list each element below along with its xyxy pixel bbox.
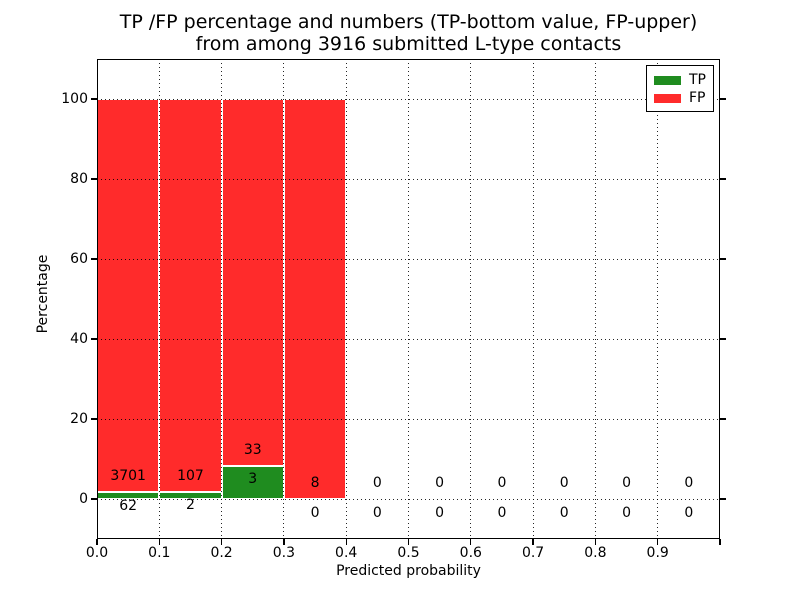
- gridline-x-0.1: [158, 59, 160, 539]
- bar-number-labels-layer: 3701 62 107 2 33 3 8 0 0 0 0 0 0 0 0 0 0 0 0 0: [97, 59, 720, 539]
- y-axis-label: Percentage: [35, 254, 51, 334]
- x-tick-label-0.5: 0.5: [397, 545, 420, 561]
- x-tick-0.9: [657, 539, 659, 546]
- fp-count-label-bin8: 0: [622, 475, 632, 491]
- legend-label-tp: TP: [689, 72, 706, 88]
- y-tick-label-100: 100: [61, 91, 88, 107]
- x-tick-0.4: [345, 539, 347, 546]
- bar-fp-bin0: [97, 99, 160, 493]
- x-tick-label-0.3: 0.3: [272, 545, 296, 561]
- x-tick-label-0.7: 0.7: [521, 545, 545, 561]
- gridline-x-0.3: [283, 59, 285, 539]
- bar-fp-bin1: [159, 99, 222, 492]
- x-tick-0.5: [407, 539, 410, 546]
- legend-label-fp: FP: [689, 90, 706, 106]
- legend-swatch-fp: [654, 93, 681, 103]
- bars-layer: [97, 59, 720, 539]
- legend: TP FP: [646, 65, 714, 112]
- tick-marks-layer: [90, 59, 727, 546]
- y-tick-left-60: [90, 258, 97, 260]
- gridline-x-0.9: [657, 59, 659, 539]
- y-tick-right-100: [720, 98, 727, 100]
- tp-count-label-bin0: 62: [119, 498, 138, 514]
- y-tick-right-60: [720, 258, 727, 260]
- y-tick-label-20: 20: [70, 411, 88, 427]
- tp-count-label-bin9: 0: [684, 504, 694, 521]
- y-tick-label-60: 60: [70, 251, 88, 267]
- y-tick-left-40: [90, 338, 97, 340]
- y-tick-label-40: 40: [70, 331, 88, 347]
- chart-title-line1: TP /FP percentage and numbers (TP-bottom…: [119, 11, 698, 33]
- x-tick-0.6: [470, 539, 472, 546]
- gridline-x-0.8: [594, 59, 596, 539]
- fp-count-label-bin1: 107: [177, 467, 204, 484]
- fp-count-label-bin5: 0: [435, 475, 445, 491]
- x-axis-label: Predicted probability: [336, 563, 481, 579]
- plot-area: 3701 62 107 2 33 3 8 0 0 0 0 0 0 0 0 0 0 0 0 0: [90, 59, 727, 546]
- x-tick-label-0.6: 0.6: [459, 545, 482, 561]
- legend-entry-fp: FP: [654, 90, 713, 106]
- tp-count-label-bin8: 0: [622, 504, 632, 521]
- fp-count-label-bin3: 8: [310, 475, 320, 491]
- fp-count-label-bin6: 0: [497, 475, 507, 491]
- x-tick-0.1: [158, 539, 160, 546]
- y-tick-left-80: [90, 178, 97, 180]
- tp-count-label-bin6: 0: [497, 504, 507, 521]
- tp-count-label-bin1: 2: [185, 497, 195, 514]
- bar-fp-bin3: [283, 99, 347, 499]
- tp-count-label-bin3: 0: [310, 504, 320, 521]
- bar-tp-bin1: [159, 491, 222, 499]
- fp-count-label-bin2: 33: [243, 441, 262, 458]
- tp-count-label-bin4: 0: [372, 504, 382, 521]
- fp-count-label-bin4: 0: [372, 475, 382, 491]
- tp-count-label-bin2: 3: [248, 471, 258, 488]
- chart-title: TP /FP percentage and numbers (TP-bottom…: [97, 11, 720, 55]
- gridline-x-0.7: [532, 59, 534, 539]
- y-tick-right-80: [720, 178, 727, 180]
- x-tick-label-0.4: 0.4: [335, 545, 358, 561]
- x-tick-label-0.9: 0.9: [646, 545, 669, 561]
- gridline-x-0.5: [408, 59, 409, 539]
- x-tick-label-0.1: 0.1: [148, 545, 171, 561]
- grid-layer: [97, 59, 720, 539]
- y-tick-right-20: [720, 418, 727, 420]
- y-tick-left-20: [90, 418, 97, 420]
- x-tick-label-0.2: 0.2: [210, 545, 233, 561]
- tp-count-label-bin7: 0: [559, 504, 569, 521]
- gridline-x-0.6: [470, 59, 472, 539]
- y-tick-left-0: [90, 498, 97, 500]
- gridline-x-0.2: [221, 59, 223, 539]
- y-tick-label-0: 0: [79, 491, 88, 507]
- legend-swatch-tp: [654, 75, 681, 85]
- x-tick-label-0.0: 0.0: [85, 545, 109, 561]
- x-tick-0.7: [532, 539, 534, 546]
- y-tick-right-40: [720, 338, 727, 340]
- fp-count-label-bin9: 0: [684, 475, 694, 491]
- y-tick-label-80: 80: [70, 171, 88, 187]
- x-tick-1: [719, 539, 721, 546]
- legend-entry-tp: TP: [654, 72, 713, 88]
- y-tick-right-0: [720, 498, 727, 500]
- x-tick-0.8: [594, 539, 597, 546]
- bar-fp-bin2: [221, 99, 284, 466]
- bar-tp-bin2: [221, 465, 284, 499]
- fp-count-label-bin0: 3701: [110, 468, 146, 485]
- tp-count-label-bin5: 0: [435, 504, 445, 521]
- x-tick-label-0.8: 0.8: [584, 545, 607, 561]
- gridline-x-0.4: [345, 59, 347, 539]
- chart-title-line2: from among 3916 submitted L-type contact…: [195, 33, 622, 55]
- fp-count-label-bin7: 0: [559, 475, 569, 491]
- x-tick-0.2: [220, 539, 223, 546]
- y-tick-left-100: [90, 98, 97, 100]
- x-tick-0.3: [283, 539, 285, 546]
- x-tick-0: [96, 539, 98, 546]
